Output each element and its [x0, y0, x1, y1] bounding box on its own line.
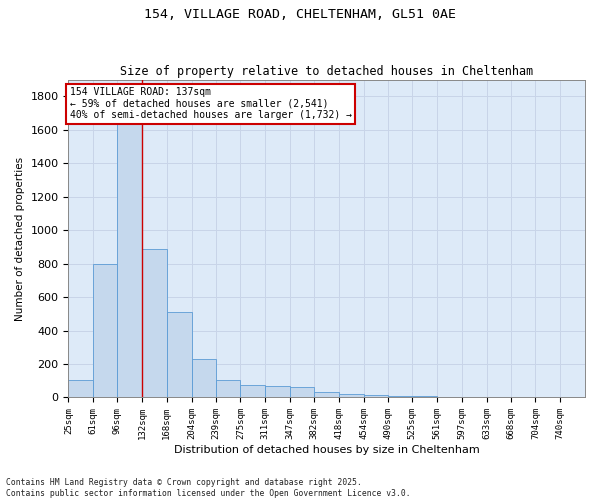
Bar: [142, 248, 167, 398]
Y-axis label: Number of detached properties: Number of detached properties: [15, 156, 25, 320]
Bar: [167, 312, 191, 398]
Bar: [535, 396, 560, 398]
Text: 154 VILLAGE ROAD: 137sqm
← 59% of detached houses are smaller (2,541)
40% of sem: 154 VILLAGE ROAD: 137sqm ← 59% of detach…: [70, 87, 352, 120]
Text: 154, VILLAGE ROAD, CHELTENHAM, GL51 0AE: 154, VILLAGE ROAD, CHELTENHAM, GL51 0AE: [144, 8, 456, 20]
Bar: [437, 396, 462, 398]
Bar: [487, 396, 511, 398]
Bar: [388, 396, 412, 398]
Bar: [241, 385, 265, 398]
Bar: [191, 359, 215, 398]
Bar: [93, 264, 117, 398]
Bar: [215, 380, 241, 398]
X-axis label: Distribution of detached houses by size in Cheltenham: Distribution of detached houses by size …: [174, 445, 479, 455]
Bar: [560, 396, 585, 398]
Bar: [462, 396, 487, 398]
Bar: [364, 395, 388, 398]
Bar: [511, 396, 535, 398]
Title: Size of property relative to detached houses in Cheltenham: Size of property relative to detached ho…: [120, 66, 533, 78]
Bar: [314, 392, 339, 398]
Bar: [117, 116, 142, 398]
Bar: [290, 386, 314, 398]
Bar: [265, 386, 290, 398]
Bar: [68, 380, 93, 398]
Bar: [412, 396, 437, 398]
Bar: [339, 394, 364, 398]
Text: Contains HM Land Registry data © Crown copyright and database right 2025.
Contai: Contains HM Land Registry data © Crown c…: [6, 478, 410, 498]
